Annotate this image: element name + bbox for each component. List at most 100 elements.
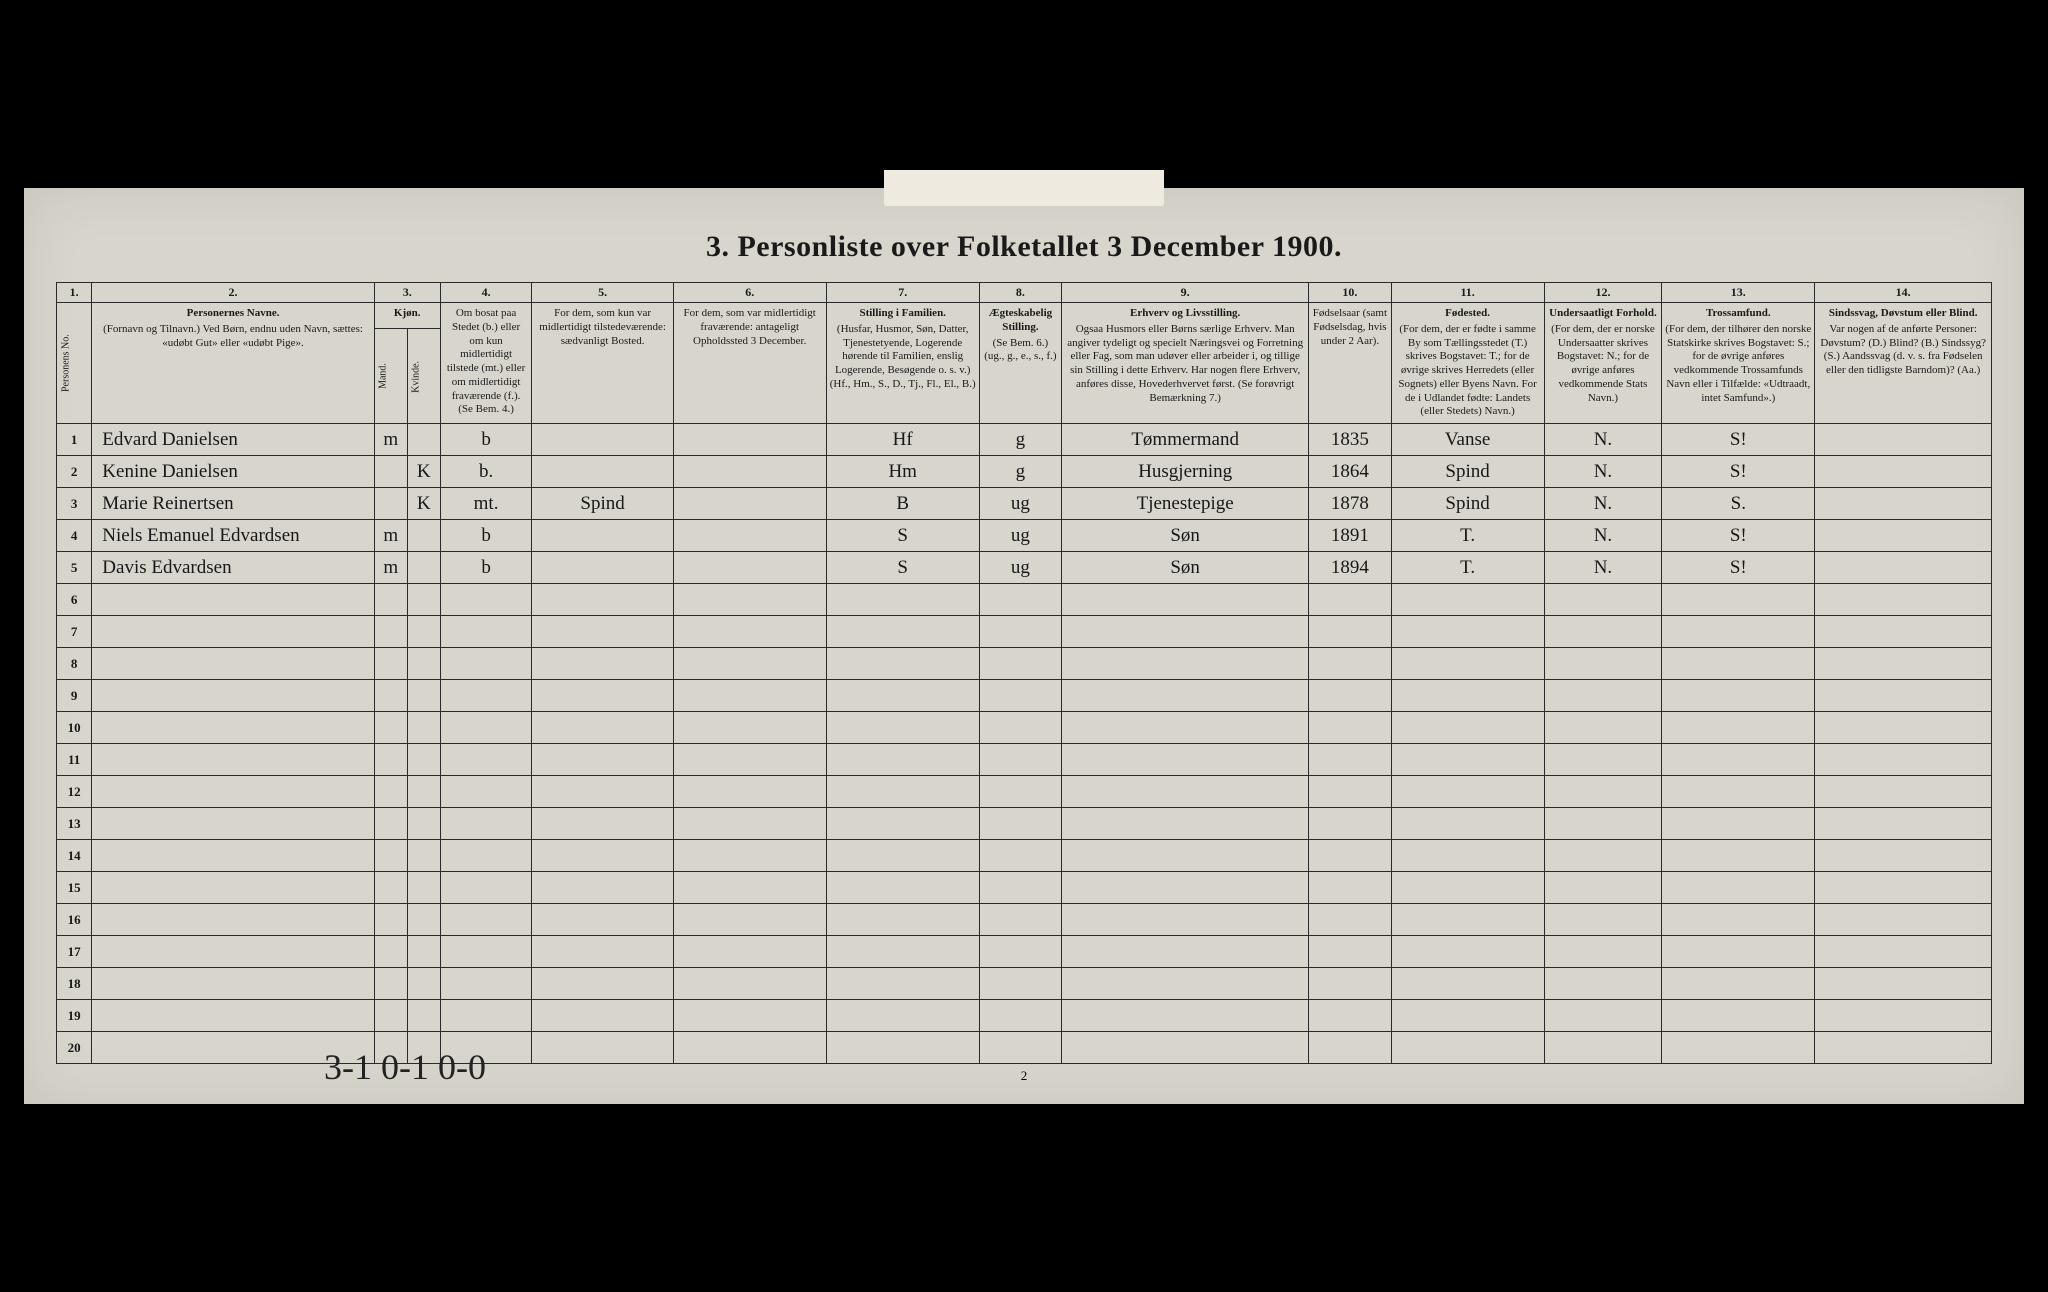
cell [440, 616, 532, 648]
cell: Marie Reinertsen [92, 488, 374, 520]
cell: 8 [57, 648, 92, 680]
colnum: 2. [92, 283, 374, 303]
cell [673, 872, 826, 904]
cell [1391, 744, 1544, 776]
table-row: 6 [57, 584, 1992, 616]
cell [1062, 712, 1309, 744]
hdr-birthyear: Fødselsaar (samt Fødselsdag, hvis under … [1309, 303, 1391, 424]
table-row: 9 [57, 680, 1992, 712]
cell [1062, 776, 1309, 808]
cell [440, 936, 532, 968]
cell: N. [1544, 424, 1662, 456]
table-row: 3Marie ReinertsenKmt.SpindBugTjenestepig… [57, 488, 1992, 520]
cell [532, 872, 673, 904]
cell: ug [979, 552, 1061, 584]
cell [92, 1000, 374, 1032]
table-row: 19 [57, 1000, 1992, 1032]
cell [1662, 680, 1815, 712]
cell [826, 616, 979, 648]
cell [532, 776, 673, 808]
cell [1391, 968, 1544, 1000]
cell [440, 840, 532, 872]
cell [673, 936, 826, 968]
cell [1309, 744, 1391, 776]
cell [92, 936, 374, 968]
table-body: 1Edvard DanielsenmbHfgTømmermand1835Vans… [57, 424, 1992, 1064]
cell [979, 744, 1061, 776]
cell [979, 808, 1061, 840]
cell: ug [979, 488, 1061, 520]
cell [1309, 776, 1391, 808]
cell [826, 1000, 979, 1032]
cell [1662, 808, 1815, 840]
cell [532, 424, 673, 456]
cell [374, 968, 407, 1000]
hdr-occupation: Erhverv og Livsstilling.Ogsaa Husmors el… [1062, 303, 1309, 424]
cell [979, 840, 1061, 872]
cell: 12 [57, 776, 92, 808]
cell: Vanse [1391, 424, 1544, 456]
cell [374, 872, 407, 904]
cell [979, 904, 1061, 936]
colnum: 12. [1544, 283, 1662, 303]
cell [826, 968, 979, 1000]
cell [826, 1032, 979, 1064]
cell [826, 680, 979, 712]
cell [407, 936, 440, 968]
cell: Tjenestepige [1062, 488, 1309, 520]
cell: 19 [57, 1000, 92, 1032]
cell [532, 904, 673, 936]
cell [1391, 1032, 1544, 1064]
cell [1662, 968, 1815, 1000]
cell [1815, 840, 1992, 872]
cell [1391, 776, 1544, 808]
colnum: 9. [1062, 283, 1309, 303]
colnum: 3. [374, 283, 440, 303]
table-row: 4Niels Emanuel EdvardsenmbSugSøn1891T.N.… [57, 520, 1992, 552]
cell [1391, 712, 1544, 744]
cell [1544, 968, 1662, 1000]
cell [407, 424, 440, 456]
cell [532, 584, 673, 616]
cell: Spind [532, 488, 673, 520]
cell [374, 904, 407, 936]
cell [1062, 808, 1309, 840]
cell [1062, 1032, 1309, 1064]
cell [1309, 808, 1391, 840]
cell [1062, 1000, 1309, 1032]
cell [1544, 680, 1662, 712]
cell [92, 808, 374, 840]
hdr-religion: Trossamfund.(For dem, der tilhører den n… [1662, 303, 1815, 424]
cell [92, 872, 374, 904]
cell [532, 552, 673, 584]
cell [1815, 712, 1992, 744]
table-row: 1Edvard DanielsenmbHfgTømmermand1835Vans… [57, 424, 1992, 456]
cell [407, 584, 440, 616]
cell [532, 648, 673, 680]
cell [1815, 552, 1992, 584]
cell [407, 776, 440, 808]
table-row: 14 [57, 840, 1992, 872]
cell [440, 776, 532, 808]
cell [826, 872, 979, 904]
cell: K [407, 488, 440, 520]
hdr-family-pos: Stilling i Familien.(Husfar, Husmor, Søn… [826, 303, 979, 424]
cell: ug [979, 520, 1061, 552]
cell [1815, 904, 1992, 936]
table-row: 11 [57, 744, 1992, 776]
cell: Tømmermand [1062, 424, 1309, 456]
table-row: 16 [57, 904, 1992, 936]
cell: m [374, 520, 407, 552]
cell [1662, 904, 1815, 936]
cell [407, 744, 440, 776]
cell [440, 872, 532, 904]
cell [1544, 872, 1662, 904]
cell [1815, 424, 1992, 456]
cell: Kenine Danielsen [92, 456, 374, 488]
cell [1062, 744, 1309, 776]
cell [826, 936, 979, 968]
cell [1815, 872, 1992, 904]
cell [1815, 744, 1992, 776]
cell [826, 776, 979, 808]
cell [673, 1000, 826, 1032]
